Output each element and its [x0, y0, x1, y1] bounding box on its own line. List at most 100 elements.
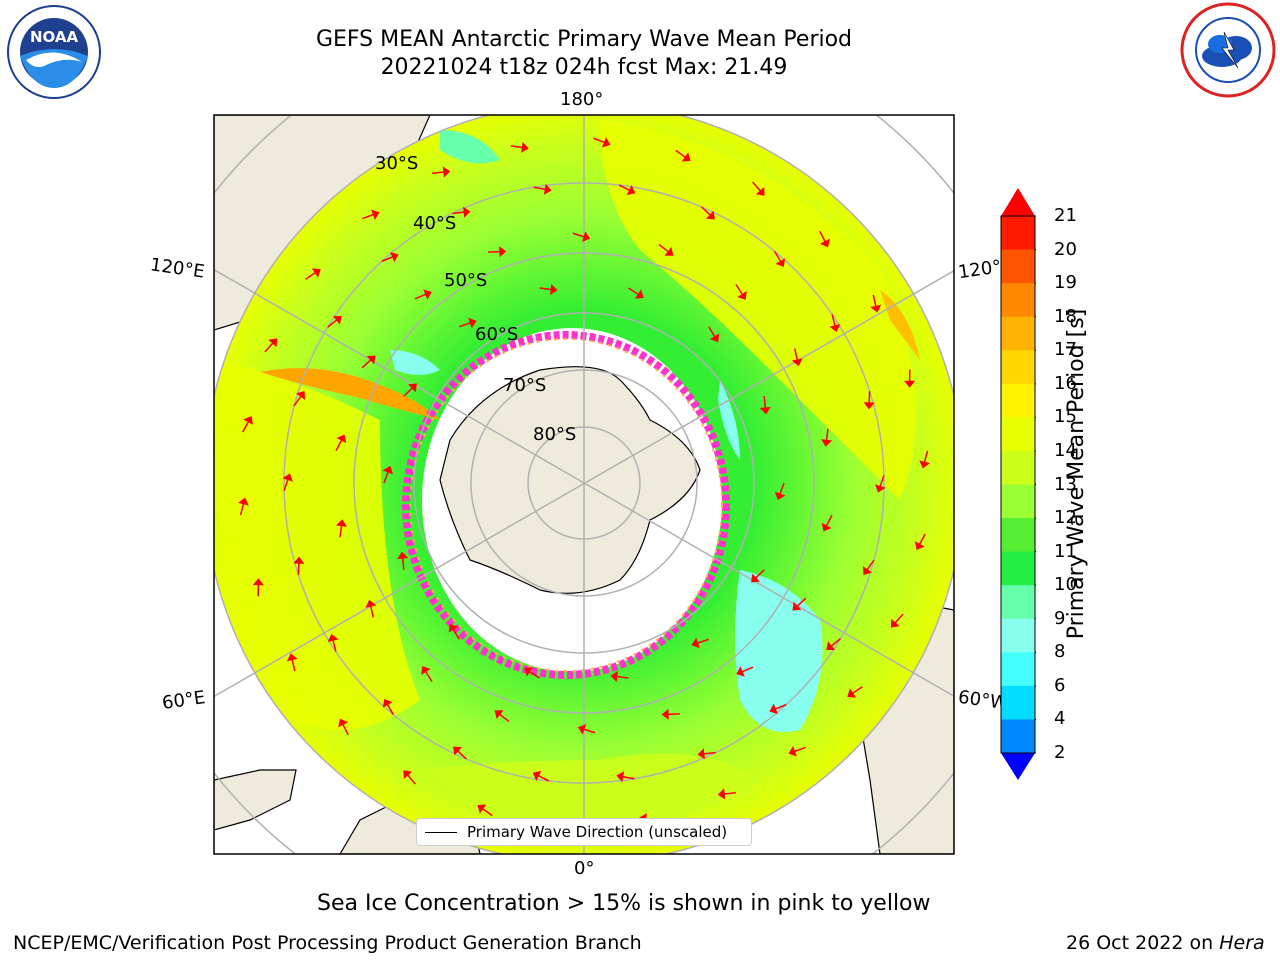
- wave-arrow-head: [332, 315, 342, 325]
- wave-arrow-head: [904, 380, 916, 388]
- chart-title: GEFS MEAN Antarctic Primary Wave Mean Pe…: [315, 27, 853, 52]
- wave-arrow-head: [751, 573, 761, 583]
- wave-arrow-head: [601, 137, 611, 148]
- wave-arrow: [510, 145, 523, 149]
- wave-arrow-head: [577, 724, 587, 735]
- colorbar-band: [1001, 518, 1035, 553]
- colorbar-tick-label: 18: [1054, 305, 1077, 327]
- noaa-logo-text: NOAA: [30, 28, 79, 46]
- colorbar-extend-top: [1001, 188, 1035, 216]
- wave-arrow: [583, 728, 596, 734]
- land-madagascar: [214, 769, 297, 831]
- wave-arrow-head: [890, 618, 900, 628]
- wave-arrow-head: [477, 804, 487, 814]
- colorbar-tick-label: 16: [1054, 372, 1077, 394]
- wave-arrow: [383, 471, 389, 484]
- wave-arrow: [291, 659, 296, 672]
- lat-label-30s: 30°S: [375, 153, 419, 174]
- wave-arrow-head: [286, 653, 298, 662]
- sea-ice-note: Sea Ice Concentration > 15% is shown in …: [317, 891, 931, 916]
- legend-line-icon: [425, 832, 457, 833]
- colorbar-band: [1001, 383, 1035, 418]
- wave-arrow: [872, 294, 877, 307]
- colorbar-band: [1001, 350, 1035, 385]
- wave-arrow-head: [736, 666, 745, 677]
- colorbar-tick-label: 21: [1054, 205, 1077, 226]
- wave-arrow: [457, 750, 467, 760]
- wave-arrow: [539, 287, 552, 291]
- wave-arrow-head: [543, 183, 552, 195]
- wave-arrow-head: [709, 333, 720, 343]
- wave-arrow-head: [532, 770, 542, 781]
- colorbar-tick-label: 2: [1054, 742, 1066, 763]
- wave-arrow-head: [821, 439, 833, 447]
- wave-arrow: [923, 450, 929, 463]
- wave-arrow-head: [691, 637, 700, 649]
- wave-arrow-head: [524, 667, 534, 677]
- wave-arrow: [763, 396, 767, 409]
- wave-arrow: [362, 213, 374, 220]
- wave-arrow-head: [382, 698, 393, 708]
- wave-arrow: [593, 137, 605, 144]
- colorbar-band: [1001, 417, 1035, 452]
- colorbar-tick-label: 10: [1054, 574, 1077, 596]
- wave-arrow-head: [791, 358, 803, 367]
- colorbar-band: [1001, 618, 1035, 653]
- wave-arrow-head: [769, 703, 778, 715]
- wave-arrow-head: [327, 633, 339, 643]
- nws-logo: [1180, 2, 1276, 98]
- wave-arrow-head: [706, 210, 715, 220]
- wave-arrow: [381, 256, 394, 263]
- lon-label-180: 180°: [560, 89, 604, 110]
- wave-arrow: [703, 751, 716, 755]
- wave-arrow-head: [521, 141, 529, 153]
- wave-arrow: [239, 503, 245, 516]
- wave-arrow-head: [237, 497, 249, 506]
- wave-arrow-head: [759, 406, 771, 415]
- wave-arrow-head: [390, 251, 399, 263]
- wave-arrow: [701, 206, 711, 216]
- wave-arrow-head: [463, 206, 471, 218]
- wave-arrow-head: [788, 746, 797, 757]
- wave-arrow-head: [442, 166, 451, 178]
- wave-arrow: [452, 628, 460, 640]
- wave-arrow-head: [311, 268, 321, 278]
- wave-arrow: [533, 186, 546, 191]
- wave-arrow: [293, 395, 302, 407]
- wave-arrow: [305, 271, 316, 280]
- wave-arrow: [432, 171, 445, 174]
- wave-arrow-head: [737, 291, 747, 300]
- wave-arrow-head: [499, 246, 507, 258]
- map-frame: [213, 114, 955, 855]
- wave-arrow: [529, 670, 540, 679]
- wave-arrow: [342, 723, 349, 736]
- wave-arrow: [283, 479, 289, 491]
- wave-arrow-head: [697, 748, 705, 760]
- wave-arrow: [879, 475, 885, 487]
- wave-arrow-head: [494, 710, 504, 720]
- wave-arrow-head: [774, 491, 786, 501]
- wave-arrow-head: [826, 641, 836, 651]
- wave-arrow-head: [755, 186, 765, 196]
- wave-arrow-head: [397, 551, 409, 560]
- colorbar-tick-label: 8: [1054, 641, 1066, 663]
- wave-arrow: [779, 482, 785, 495]
- wave-arrow: [482, 808, 493, 817]
- wave-arrow-head: [626, 185, 636, 196]
- wave-arrow: [866, 559, 875, 571]
- colorbar-band: [1001, 585, 1035, 620]
- wave-arrow: [616, 675, 629, 679]
- wave-arrow: [697, 638, 709, 644]
- wave-arrow-head: [875, 484, 886, 493]
- wave-arrow: [825, 428, 829, 441]
- wave-arrow: [499, 713, 510, 723]
- footer-date-text: 26 Oct 2022 on: [1066, 932, 1220, 954]
- colorbar-band: [1001, 652, 1035, 687]
- wave-arrow: [773, 250, 782, 263]
- colorbar-band: [1001, 450, 1035, 485]
- wave-arrow: [452, 211, 465, 215]
- wave-arrow-head: [549, 283, 558, 295]
- colorbar-band: [1001, 249, 1035, 284]
- noaa-logo: NOAA: [7, 5, 101, 99]
